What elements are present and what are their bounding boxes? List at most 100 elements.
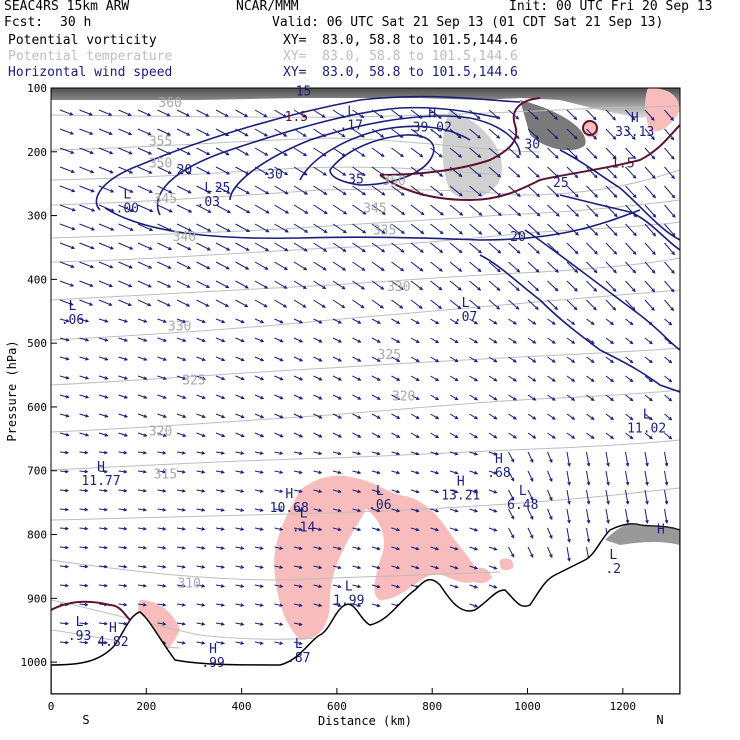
wind-arrow xyxy=(98,451,108,454)
wind-arrow xyxy=(566,337,575,344)
wind-arrow xyxy=(586,470,590,485)
wind-arrow-head xyxy=(124,319,129,323)
wind-arrow xyxy=(176,413,186,418)
wind-arrow xyxy=(332,546,341,550)
wind-arrow-head xyxy=(109,150,114,155)
wind-arrow xyxy=(605,356,614,363)
wind-arrow-head xyxy=(299,320,304,324)
wind-arrow xyxy=(215,147,229,156)
wind-arrow-head xyxy=(454,470,459,475)
wind-arrow-head xyxy=(493,585,498,589)
wind-arrow xyxy=(410,413,420,419)
wind-arrow xyxy=(215,261,230,270)
wind-arrow-head xyxy=(571,340,576,344)
wind-arrow xyxy=(410,508,419,512)
plot-frame xyxy=(50,87,681,695)
wind-arrow-head xyxy=(90,264,95,269)
wind-arrow-head xyxy=(64,621,70,626)
wind-arrow xyxy=(410,375,420,381)
wind-arrow xyxy=(293,337,303,343)
wind-arrow xyxy=(274,166,288,176)
wind-arrow xyxy=(605,508,609,523)
wind-arrow-head xyxy=(415,508,420,513)
wind-arrow-head xyxy=(571,416,576,420)
wind-arrow xyxy=(449,565,458,569)
wind-arrow xyxy=(527,242,540,254)
wind-arrow xyxy=(371,394,381,400)
wind-arrow xyxy=(274,603,283,607)
wind-arrow xyxy=(215,185,230,194)
wind-arrow xyxy=(410,546,419,550)
wind-arrow-head xyxy=(103,583,109,588)
wind-arrow-head xyxy=(516,154,521,159)
wind-arrow xyxy=(391,185,405,196)
wind-arrow xyxy=(566,356,575,363)
wind-arrow xyxy=(293,185,308,195)
wind-arrow xyxy=(215,584,224,587)
wind-arrow-head xyxy=(571,397,576,401)
wind-arrow xyxy=(391,375,400,381)
wind-arrow-head xyxy=(123,564,128,569)
theta-contour-label: 340 xyxy=(173,230,196,245)
extremum-marker: L xyxy=(204,181,212,196)
wind-arrow-head xyxy=(554,116,558,121)
wind-arrow xyxy=(625,261,636,274)
wind-arrow-head xyxy=(396,358,401,362)
wind-arrow-head xyxy=(337,470,342,475)
wind-arrow-head xyxy=(104,433,109,437)
wind-arrow xyxy=(98,166,113,174)
wind-arrow-head xyxy=(415,470,420,475)
wind-arrow xyxy=(157,451,166,454)
wind-arrow-head xyxy=(323,229,328,233)
wind-arrow xyxy=(488,584,497,589)
wind-arrow xyxy=(352,242,366,252)
wind-arrow xyxy=(547,128,558,139)
wind-arrow-head xyxy=(510,458,515,463)
wind-arrow xyxy=(157,565,166,568)
wind-arrow-head xyxy=(376,377,381,381)
wind-arrow-head xyxy=(435,546,440,551)
wind-arrow-head xyxy=(206,247,211,251)
wind-arrow-head xyxy=(459,230,463,235)
wind-arrow xyxy=(605,394,614,401)
wind-arrow xyxy=(430,470,439,474)
wind-arrow xyxy=(449,356,458,363)
wind-arrow xyxy=(293,603,302,607)
wind-arrow-head xyxy=(220,527,225,531)
wind-arrow-head xyxy=(298,508,303,512)
wind-arrow-head xyxy=(226,190,231,194)
wind-arrow-head xyxy=(103,450,109,455)
wind-arrow-head xyxy=(515,306,520,310)
wind-arrow-head xyxy=(85,433,90,437)
extremum-value: 11.02 xyxy=(627,421,666,436)
wind-arrow xyxy=(176,451,185,454)
wind-arrow-head xyxy=(220,508,225,512)
wind-arrow xyxy=(196,451,205,454)
wind-arrow-head xyxy=(104,414,109,418)
wind-arrow xyxy=(215,527,224,530)
wind-arrow-head xyxy=(629,435,634,440)
wind-arrow xyxy=(196,603,205,606)
wind-arrow-head xyxy=(435,415,440,420)
wind-arrow xyxy=(215,337,225,342)
wind-arrow-head xyxy=(551,321,556,325)
wind-arrow-head xyxy=(594,213,599,218)
wind-arrow xyxy=(371,147,385,157)
wind-arrow xyxy=(547,318,556,325)
wind-arrow-head xyxy=(401,211,406,216)
wind-arrow xyxy=(59,223,75,230)
wind-arrow-head xyxy=(103,545,109,550)
wind-arrow xyxy=(293,147,307,156)
wind-arrow xyxy=(566,280,578,292)
wind-arrow xyxy=(59,185,75,192)
theta-contour-label: 320 xyxy=(392,390,415,405)
wind-arrow xyxy=(98,299,112,306)
wind-arrow-head xyxy=(671,214,676,218)
wind-arrow-head xyxy=(220,603,225,607)
wind-arrow xyxy=(235,299,248,307)
wind-arrow-head xyxy=(201,527,206,531)
extremum-value: .06 xyxy=(61,313,84,328)
wind-arrow-head xyxy=(284,171,289,176)
wind-arrow xyxy=(547,432,556,439)
